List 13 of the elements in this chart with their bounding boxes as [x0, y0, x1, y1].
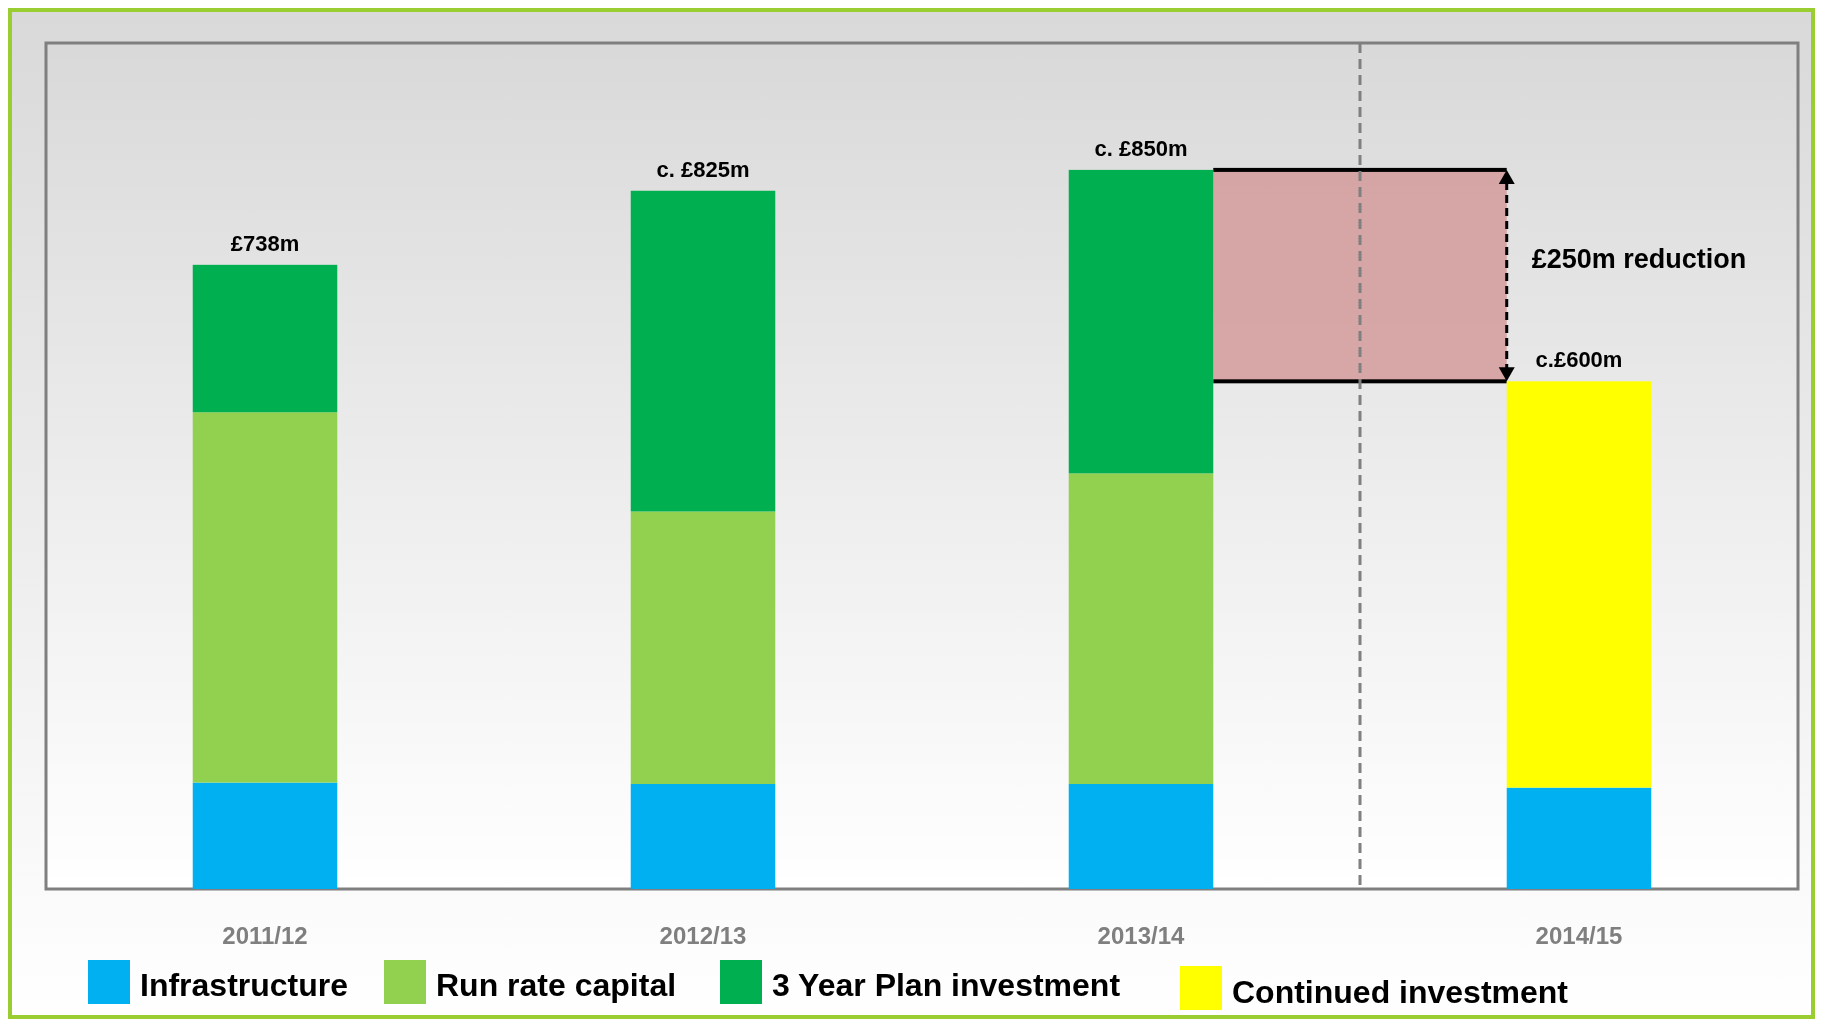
legend-label: Infrastructure	[140, 967, 349, 1003]
x-tick-label: 2014/15	[1535, 922, 1623, 949]
legend-label: 3 Year Plan investment	[772, 967, 1121, 1003]
x-tick-label: 2011/12	[222, 922, 308, 949]
legend-label: Run rate capital	[436, 967, 677, 1003]
legend-label: Continued investment	[1232, 974, 1569, 1010]
annotation: £250m reduction	[1531, 243, 1747, 274]
x-tick-label: 2012/13	[659, 922, 747, 949]
annotation: c. £850m	[1094, 135, 1188, 161]
x-tick-label: 2013/14	[1097, 922, 1186, 949]
annotation: £738m	[230, 230, 300, 256]
annotation: c. £825m	[656, 156, 750, 182]
annotation: c.£600m	[1535, 347, 1623, 373]
